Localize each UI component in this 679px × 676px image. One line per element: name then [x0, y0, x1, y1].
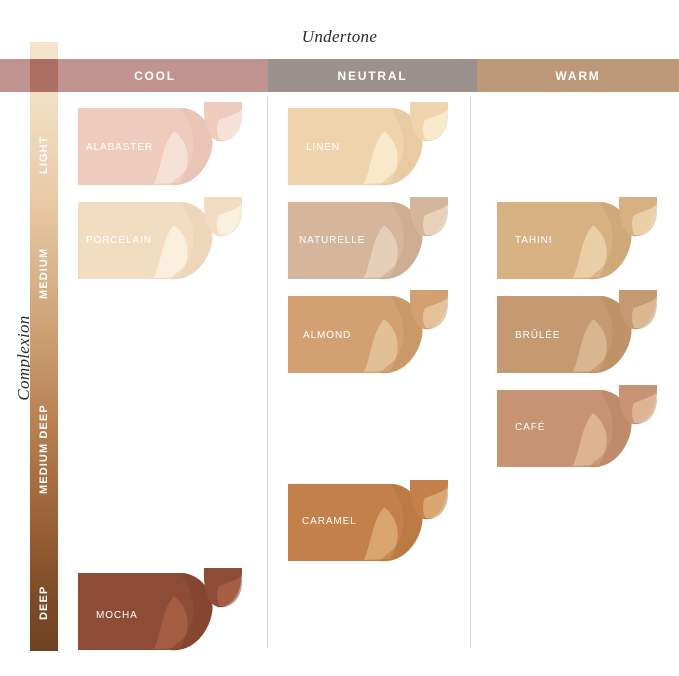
shade-swatch-brle[interactable]: [493, 282, 679, 393]
shade-swatch-almond[interactable]: [284, 282, 472, 393]
dab-edge-shadow: [217, 204, 242, 237]
shade-dab-almond: [408, 288, 450, 332]
dab-highlight: [217, 575, 242, 607]
shade-swatch-alabaster[interactable]: [74, 94, 262, 205]
complexion-level-deep: DEEP: [38, 585, 50, 620]
shade-dab-tahini: [617, 195, 659, 239]
shade-dab-linen: [408, 100, 450, 144]
dab-highlight: [632, 204, 657, 236]
dab-edge-shadow: [217, 575, 242, 608]
dab-edge-shadow: [632, 204, 657, 237]
dab-edge-shadow: [423, 487, 448, 520]
complexion-gradient-bar: [30, 42, 58, 651]
shade-highlight: [154, 131, 188, 184]
shade-dab-caramel: [408, 478, 450, 522]
shade-highlight: [364, 131, 398, 184]
dab-highlight: [423, 204, 448, 236]
dab-highlight: [423, 487, 448, 519]
dab-highlight: [423, 297, 448, 329]
shade-edge-shadow: [380, 484, 423, 562]
dab-edge-shadow: [423, 204, 448, 237]
shade-edge-shadow: [380, 108, 423, 186]
undertone-column-label: COOL: [134, 68, 176, 83]
dab-highlight: [217, 204, 242, 236]
complexion-level-medium: MEDIUM: [38, 247, 50, 299]
dab-edge-shadow: [423, 109, 448, 142]
dab-edge-shadow: [423, 297, 448, 330]
shade-dab-mocha: [202, 566, 244, 610]
shade-highlight: [573, 413, 607, 466]
shade-edge-shadow: [170, 202, 213, 280]
shade-swatch-caf[interactable]: [493, 376, 679, 487]
undertone-column-header-warm[interactable]: WARM: [477, 59, 679, 92]
complexion-level-medium-deep: MEDIUM DEEP: [38, 404, 50, 495]
shade-highlight: [364, 319, 398, 372]
dab-edge-shadow: [632, 392, 657, 425]
dab-highlight: [632, 392, 657, 424]
dab-edge-shadow: [217, 109, 242, 142]
undertone-header-bar: COOL NEUTRAL WARM: [0, 59, 679, 92]
shade-edge-shadow: [170, 573, 213, 651]
shade-edge-shadow: [589, 202, 632, 280]
shade-edge-shadow: [589, 296, 632, 374]
shade-highlight: [154, 596, 188, 649]
undertone-column-label: NEUTRAL: [337, 68, 408, 83]
shade-edge-shadow: [380, 202, 423, 280]
shade-highlight: [154, 225, 188, 278]
dab-highlight: [217, 109, 242, 141]
shade-swatch-tahini[interactable]: [493, 188, 679, 299]
complexion-level-light: LIGHT: [38, 135, 50, 175]
shade-highlight: [364, 225, 398, 278]
shade-swatch-mocha[interactable]: [74, 559, 262, 670]
shade-dab-brle: [617, 288, 659, 332]
shade-swatch-linen[interactable]: [284, 94, 472, 205]
shade-highlight: [364, 507, 398, 560]
shade-dab-alabaster: [202, 100, 244, 144]
shade-edge-shadow: [380, 296, 423, 374]
shade-dab-porcelain: [202, 195, 244, 239]
axis-intersection-block: [30, 59, 58, 92]
shade-swatch-caramel[interactable]: [284, 470, 472, 581]
column-divider-neutral-warm: [470, 97, 471, 648]
undertone-axis-title: Undertone: [301, 27, 378, 46]
shade-swatch-naturelle[interactable]: [284, 188, 472, 299]
undertone-column-header-neutral[interactable]: NEUTRAL: [268, 59, 477, 92]
shade-swatch-porcelain[interactable]: [74, 188, 262, 299]
dab-edge-shadow: [632, 297, 657, 330]
shade-dab-naturelle: [408, 195, 450, 239]
shade-edge-shadow: [589, 390, 632, 468]
shade-highlight: [573, 319, 607, 372]
shade-highlight: [573, 225, 607, 278]
shade-edge-shadow: [170, 108, 213, 186]
column-divider-cool-neutral: [267, 97, 268, 648]
dab-highlight: [423, 109, 448, 141]
shade-dab-caf: [617, 383, 659, 427]
dab-highlight: [632, 297, 657, 329]
undertone-column-label: WARM: [555, 68, 601, 83]
